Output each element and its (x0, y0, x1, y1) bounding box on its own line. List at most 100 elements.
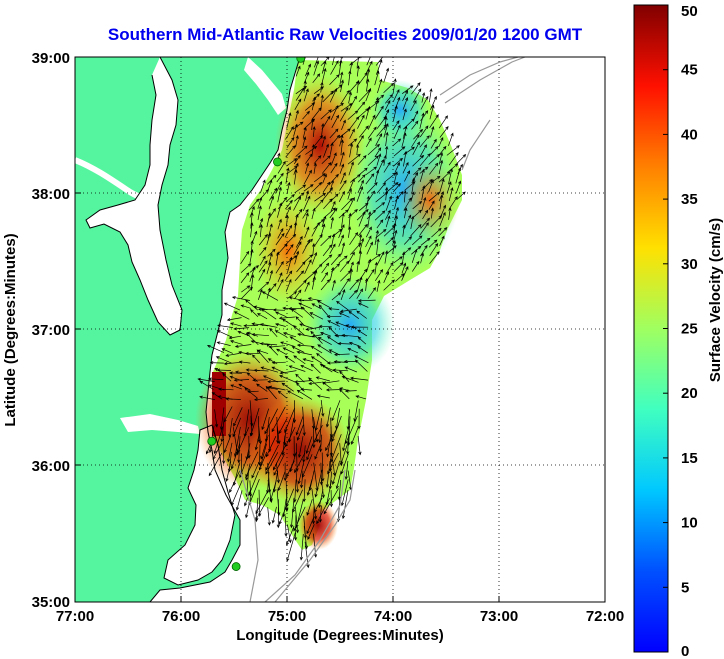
velocity-vector (275, 232, 285, 246)
velocity-vector (251, 322, 269, 327)
velocity-vector (420, 244, 428, 257)
velocity-vector (420, 95, 429, 110)
velocity-vector (402, 97, 409, 110)
velocity-vector (311, 117, 315, 130)
velocity-vector (328, 442, 333, 472)
velocity-vector (429, 251, 440, 264)
velocity-vector (448, 196, 458, 210)
velocity-vector (277, 218, 282, 230)
velocity-vector (303, 212, 309, 228)
velocity-vector (287, 256, 293, 273)
velocity-vector (321, 271, 329, 283)
velocity-vector (230, 322, 242, 327)
velocity-vector (335, 471, 342, 490)
x-tick-label: 74:00 (374, 608, 412, 625)
velocity-vector (312, 93, 320, 102)
velocity-vector (314, 192, 327, 202)
velocity-vector (317, 337, 332, 346)
velocity-vector (240, 263, 252, 273)
velocity-vector (358, 237, 365, 254)
velocity-vector (328, 349, 340, 356)
velocity-vector (272, 308, 286, 312)
velocity-vector (240, 250, 250, 264)
velocity-vector (296, 424, 304, 441)
velocity-vector (285, 199, 293, 210)
velocity-vector (221, 348, 233, 354)
velocity-vector (238, 360, 251, 364)
velocity-vector (287, 524, 292, 544)
velocity-vector (296, 350, 313, 356)
velocity-vector (439, 235, 445, 246)
velocity-vector (376, 238, 380, 256)
velocity-vector (329, 128, 339, 139)
velocity-vector (430, 138, 437, 149)
velocity-vector (339, 151, 345, 167)
velocity-vector (341, 212, 345, 229)
velocity-vector (383, 271, 390, 283)
velocity-vector (220, 417, 225, 443)
velocity-vector (304, 281, 310, 292)
velocity-vector (385, 93, 394, 104)
velocity-vector (385, 145, 389, 157)
velocity-vector (438, 115, 448, 129)
velocity-vector (293, 515, 298, 541)
velocity-vector (376, 219, 384, 229)
velocity-vector (259, 255, 266, 266)
velocity-vector (412, 154, 425, 167)
velocity-vector (241, 285, 251, 293)
velocity-vector (366, 258, 372, 273)
velocity-vector (311, 207, 316, 220)
velocity-vector (277, 160, 286, 174)
velocity-vector (420, 237, 431, 246)
velocity-vector (448, 132, 454, 147)
velocity-vector (266, 287, 271, 299)
velocity-vector (250, 211, 254, 229)
velocity-field (195, 60, 462, 550)
velocity-vector (347, 188, 352, 200)
velocity-vector (385, 215, 391, 228)
velocity-vector (288, 306, 305, 311)
velocity-vector (412, 88, 422, 103)
velocity-vector (316, 300, 331, 309)
velocity-vector (357, 435, 362, 456)
velocity-vector (294, 250, 300, 265)
velocity-vector (230, 384, 243, 390)
velocity-vector (419, 222, 429, 236)
velocity-vector (403, 190, 407, 203)
velocity-vector (401, 266, 409, 281)
y-tick-label: 36:00 (32, 458, 70, 475)
velocity-vector (455, 180, 462, 194)
velocity-vector (374, 210, 386, 221)
velocity-vector (258, 268, 266, 281)
velocity-vector (292, 436, 296, 458)
velocity-vector (439, 178, 445, 193)
velocity-vector (275, 251, 280, 266)
velocity-vector (289, 497, 295, 529)
velocity-vector (322, 244, 333, 257)
velocity-vector (277, 186, 282, 203)
velocity-vector (320, 331, 331, 337)
velocity-vector (330, 105, 339, 121)
isobath-lines (239, 57, 526, 602)
velocity-vector (330, 60, 339, 75)
velocity-vector (296, 261, 306, 273)
velocity-vector (356, 310, 367, 319)
velocity-vector (300, 387, 312, 392)
velocity-vector (365, 195, 370, 210)
velocity-vector (331, 400, 341, 422)
velocity-vector (394, 195, 399, 210)
velocity-vector (276, 202, 283, 218)
velocity-vector (252, 378, 268, 382)
x-tick-label: 77:00 (56, 608, 94, 625)
velocity-vector (411, 235, 423, 246)
velocity-vector (384, 250, 389, 264)
velocity-vector (358, 250, 363, 265)
velocity-vector (230, 443, 241, 470)
velocity-vector (286, 136, 295, 148)
velocity-vector (279, 374, 296, 383)
y-tick-label: 38:00 (32, 186, 70, 203)
velocity-vector (403, 236, 413, 245)
velocity-vector (300, 364, 313, 372)
velocity-vector (347, 138, 358, 147)
